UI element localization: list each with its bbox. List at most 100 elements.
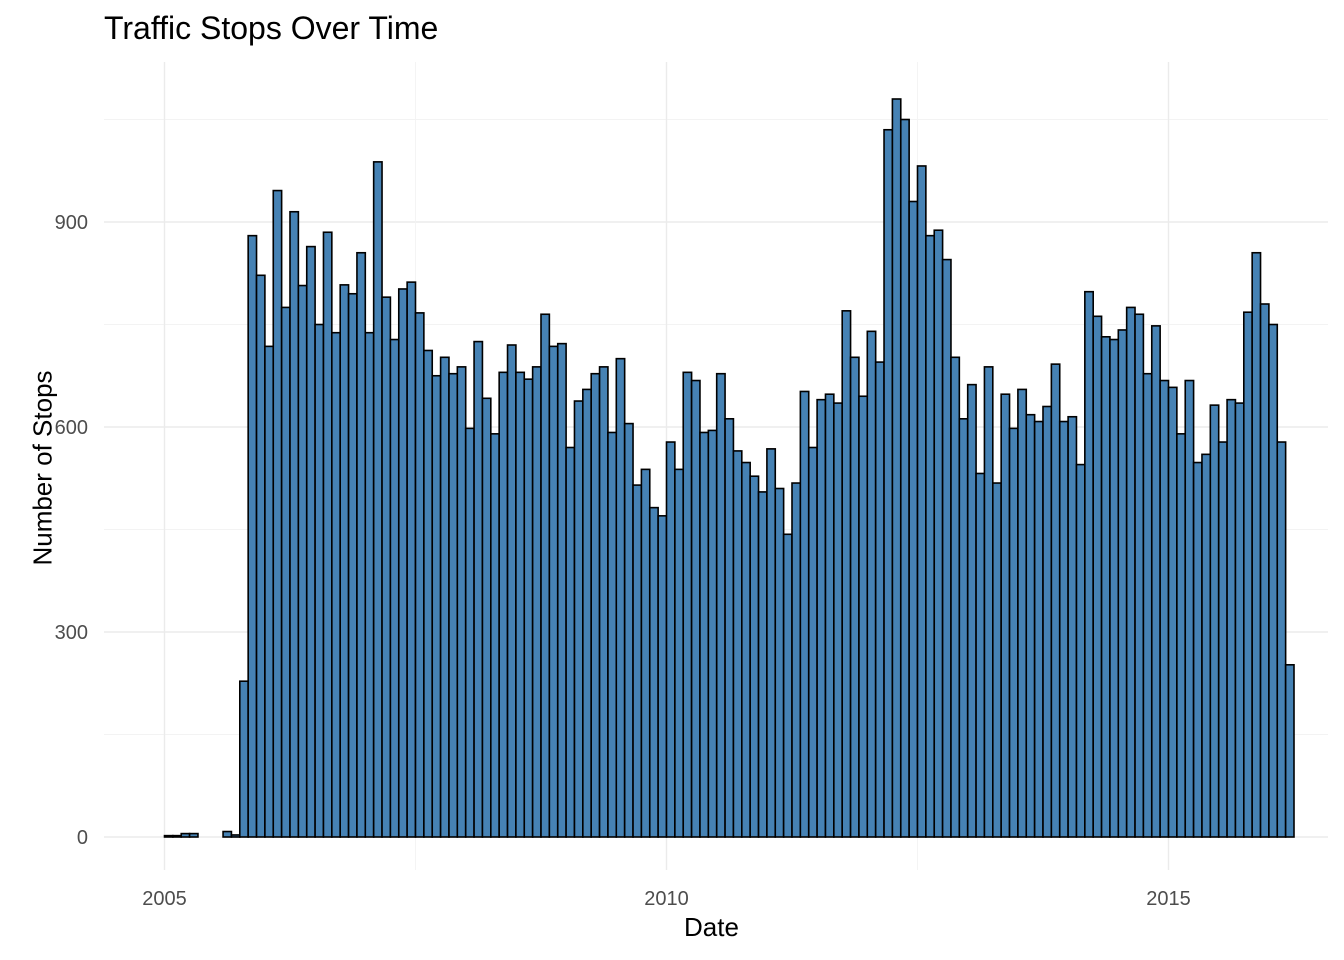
bar [381,296,392,838]
bar [239,680,249,838]
bar [941,258,952,838]
bar [255,274,266,838]
bar [347,292,358,838]
bar [1058,420,1069,838]
bar [841,310,852,838]
bar [1268,323,1279,838]
bar [1276,441,1287,838]
bar [180,832,191,838]
bar [1125,306,1136,838]
bar [598,366,609,838]
bar [1259,303,1270,838]
bar [690,379,701,838]
y-tick-label: 300 [55,622,88,644]
bar [414,312,425,838]
bar [590,372,601,838]
bar [582,388,592,838]
bar [289,210,300,838]
bar [648,506,659,838]
bar [632,484,643,838]
bar [849,356,860,838]
bar [247,234,258,838]
bar [766,448,777,838]
bar [448,372,459,838]
bar [816,398,827,838]
bar [464,427,475,838]
bar [339,284,350,838]
bar [858,395,869,838]
bar [1042,405,1053,838]
x-tick-label: 2005 [142,888,187,910]
bar [807,446,818,838]
bar [473,340,484,838]
bar [1033,420,1044,838]
bar [732,450,743,838]
bar [188,832,199,838]
y-tick-label: 900 [55,212,88,234]
bar [1100,335,1111,838]
bar [222,830,233,838]
bar [548,345,559,838]
bar [682,371,693,838]
bar [305,245,316,838]
bar [1184,379,1195,838]
bar [565,446,576,838]
bar [364,331,375,838]
bar [556,342,567,838]
bar [1176,433,1187,838]
bar [1167,386,1178,838]
bar [431,374,442,838]
bar [991,482,1002,838]
bar [640,468,651,838]
bar [607,431,618,838]
bar [707,429,718,838]
bar [1234,402,1245,838]
bar [874,361,885,838]
bar [498,371,509,838]
bar [749,475,760,838]
bar [950,356,961,838]
bar [423,349,434,838]
bar [925,234,936,838]
bar [163,834,174,838]
x-tick-label: 2010 [644,888,689,910]
bar [1226,398,1237,838]
bar [699,431,710,838]
bar [1284,663,1295,838]
bar [1000,393,1011,838]
bar [1017,388,1028,838]
bar [515,371,526,838]
bar [933,229,944,838]
bar [883,128,894,838]
bar [264,345,275,838]
bar [540,313,551,838]
bar [899,118,910,838]
bar [573,400,584,838]
bar [1075,463,1086,838]
bar [916,165,927,838]
bar [314,323,325,838]
y-axis-title: Number of Stops [27,370,58,566]
bar [983,366,994,838]
bar [1067,415,1078,838]
bar [1008,427,1019,838]
bar [1084,290,1095,838]
bar [958,417,969,838]
bar [481,397,492,838]
x-tick-labels: 2005 2010 2015 [142,888,1191,910]
bar [782,533,793,838]
bar [774,487,785,838]
bar [1150,325,1161,838]
bar [1134,313,1145,838]
bar [975,472,986,838]
bars [163,98,1295,838]
bar [489,433,500,838]
bar [397,288,408,838]
bar [172,834,183,838]
y-tick-labels: 0 300 600 900 [55,212,88,849]
bar [1142,372,1153,838]
bar [715,372,726,838]
bar [866,330,877,838]
bar [908,200,919,838]
